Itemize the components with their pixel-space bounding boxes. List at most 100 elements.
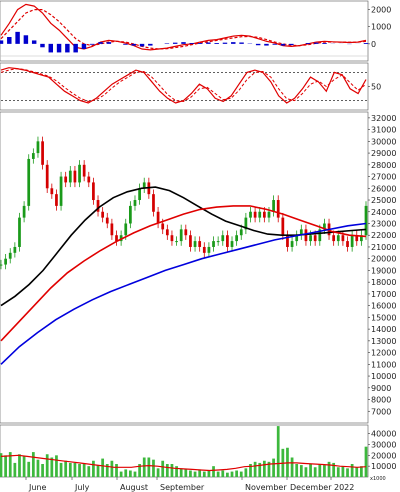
macd-histogram-bar bbox=[65, 43, 70, 53]
volume-bar bbox=[267, 461, 271, 477]
volume-panel bbox=[0, 424, 369, 478]
candle-body bbox=[350, 235, 354, 247]
volume-bar bbox=[216, 471, 220, 477]
price-panel bbox=[0, 111, 369, 424]
macd-histogram-bar bbox=[31, 40, 37, 44]
volume-bar bbox=[156, 468, 160, 477]
price-tick-label: 15000 bbox=[371, 313, 396, 322]
price-tick-label: 27000 bbox=[371, 173, 396, 182]
volume-bar bbox=[161, 460, 165, 477]
candle-body bbox=[212, 241, 215, 247]
volume-bar bbox=[179, 468, 183, 477]
macd-histogram-bar bbox=[206, 42, 211, 44]
candle-body bbox=[13, 246, 17, 253]
volume-bar bbox=[327, 461, 331, 477]
volume-bar bbox=[142, 457, 146, 477]
candle-body bbox=[235, 235, 239, 242]
candle-body bbox=[18, 217, 21, 247]
candle-body bbox=[105, 217, 109, 224]
volume-bar bbox=[165, 464, 169, 477]
candle-body bbox=[341, 235, 345, 242]
candle-body bbox=[309, 235, 312, 242]
candle-body bbox=[355, 235, 359, 242]
macd-histogram-bar bbox=[289, 43, 294, 46]
volume-bar bbox=[124, 469, 128, 477]
volume-bar bbox=[295, 464, 299, 477]
candle-body bbox=[31, 153, 35, 159]
volume-bar bbox=[272, 458, 275, 477]
macd-histogram-bar bbox=[313, 42, 319, 44]
macd-histogram-bar bbox=[98, 42, 103, 44]
x-tick-label: June bbox=[28, 483, 47, 492]
price-tick-label: 12000 bbox=[371, 349, 396, 358]
volume-bar bbox=[8, 452, 12, 477]
candle-body bbox=[68, 170, 72, 183]
candle-body bbox=[156, 211, 160, 224]
volume-bar bbox=[128, 470, 132, 477]
price-tick-label: 31000 bbox=[371, 126, 396, 135]
signal-line bbox=[0, 9, 367, 50]
candle-body bbox=[202, 246, 206, 253]
x-tick-label: September bbox=[160, 483, 205, 492]
macd-histogram-bar bbox=[139, 43, 145, 47]
candle-body bbox=[336, 235, 340, 242]
macd-histogram-bar bbox=[214, 43, 219, 44]
macd-histogram-bar bbox=[363, 43, 369, 44]
volume-ma bbox=[0, 454, 367, 472]
candle-body bbox=[290, 241, 294, 247]
price-tick-label: 20000 bbox=[371, 255, 396, 264]
volume-bar bbox=[105, 464, 109, 477]
candle-body bbox=[170, 235, 174, 242]
volume-bar bbox=[50, 457, 54, 477]
volume-bar bbox=[346, 468, 349, 477]
volume-bar bbox=[332, 462, 336, 477]
volume-bar bbox=[175, 466, 178, 477]
candle-body bbox=[323, 223, 326, 230]
candle-body bbox=[249, 211, 252, 218]
volume-bar bbox=[350, 464, 354, 477]
candle-body bbox=[152, 194, 155, 212]
macd-histogram-bar bbox=[164, 43, 170, 44]
macd-tick-label: 0 bbox=[371, 40, 376, 49]
candle-body bbox=[189, 235, 192, 247]
volume-bar bbox=[193, 471, 197, 477]
candle-body bbox=[4, 258, 7, 265]
candle-body bbox=[313, 235, 317, 242]
price-tick-label: 25000 bbox=[371, 196, 396, 205]
volume-bar bbox=[27, 461, 31, 477]
price-tick-label: 24000 bbox=[371, 208, 396, 217]
macd-histogram-bar bbox=[0, 40, 4, 44]
volume-bar bbox=[364, 446, 368, 477]
candle-body bbox=[216, 241, 220, 243]
volume-bar bbox=[68, 462, 72, 477]
volume-bar bbox=[309, 464, 312, 477]
volume-bar bbox=[41, 464, 44, 477]
macd-histogram-bar bbox=[7, 37, 12, 44]
macd-histogram-bar bbox=[131, 43, 136, 46]
macd-frame bbox=[0, 0, 369, 62]
candle-body bbox=[50, 188, 54, 195]
candle-body bbox=[110, 223, 114, 236]
candle-body bbox=[73, 170, 77, 183]
volume-unit-label: x1000 bbox=[370, 476, 386, 482]
candle-body bbox=[92, 182, 95, 201]
volume-bar bbox=[152, 459, 155, 477]
macd-histogram-bar bbox=[172, 42, 178, 44]
candle-body bbox=[221, 235, 225, 242]
candle-body bbox=[142, 182, 146, 189]
volume-bar bbox=[36, 459, 40, 477]
price-tick-label: 26000 bbox=[371, 184, 396, 193]
price-layer bbox=[0, 136, 368, 365]
volume-bar bbox=[262, 460, 266, 477]
macd-histogram-bar bbox=[305, 43, 311, 44]
candle-body bbox=[138, 188, 141, 201]
volume-bar bbox=[244, 468, 248, 477]
candle-body bbox=[22, 205, 26, 218]
price-tick-label: 32000 bbox=[371, 114, 396, 123]
candle-body bbox=[193, 241, 197, 247]
volume-bar bbox=[318, 464, 322, 477]
candle-body bbox=[207, 246, 211, 253]
volume-bar bbox=[55, 455, 58, 477]
volume-tick-label: 30000 bbox=[371, 441, 396, 450]
